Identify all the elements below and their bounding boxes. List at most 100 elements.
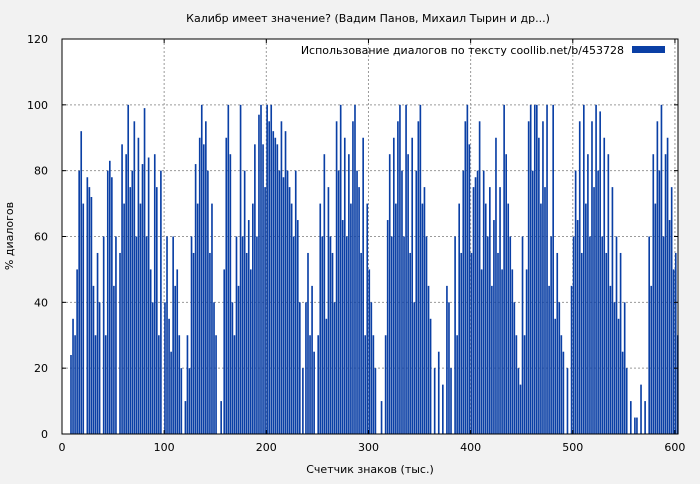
- bar: [345, 236, 348, 434]
- bar: [478, 121, 481, 435]
- bar: [533, 104, 536, 434]
- bar: [331, 252, 334, 434]
- bar: [574, 170, 577, 434]
- bar: [108, 160, 111, 434]
- bar: [609, 285, 612, 434]
- bar: [368, 269, 371, 434]
- bar: [147, 157, 150, 434]
- bar: [454, 236, 456, 434]
- y-tick-label: 60: [34, 231, 48, 244]
- bar: [497, 252, 499, 434]
- bar: [202, 144, 205, 435]
- bar: [380, 401, 383, 434]
- bar: [472, 187, 475, 434]
- bar: [299, 302, 301, 434]
- bar: [392, 137, 395, 434]
- bar: [544, 187, 546, 434]
- bar: [82, 203, 85, 434]
- bar: [127, 104, 130, 434]
- x-tick-label: 500: [562, 441, 583, 454]
- bar: [141, 164, 144, 435]
- bar: [115, 236, 117, 434]
- bar: [80, 131, 83, 434]
- bar: [523, 335, 526, 434]
- bar: [587, 154, 589, 435]
- bar: [580, 252, 583, 434]
- bar: [674, 252, 677, 434]
- bar: [538, 137, 540, 434]
- bar: [321, 236, 324, 434]
- bar: [648, 236, 651, 434]
- bar: [578, 121, 581, 435]
- bar: [515, 335, 518, 434]
- bar: [272, 131, 275, 434]
- bar: [370, 302, 373, 434]
- bar: [211, 203, 213, 434]
- bar: [601, 236, 604, 434]
- bar: [576, 220, 579, 434]
- y-ticks: 0 20 40 60 80 100 120: [27, 33, 678, 441]
- bar: [288, 187, 291, 434]
- bar: [634, 417, 636, 434]
- bar: [491, 285, 493, 434]
- bar: [599, 111, 601, 435]
- bar: [231, 302, 234, 434]
- bar: [284, 131, 287, 434]
- x-axis-label: Счетчик знаков (тыс.): [306, 463, 434, 476]
- bar: [337, 170, 340, 434]
- bar: [329, 236, 332, 434]
- bar: [198, 137, 201, 434]
- bar: [442, 384, 444, 434]
- bar: [158, 335, 160, 434]
- bar: [468, 144, 471, 435]
- bar: [249, 269, 252, 434]
- x-tick-label: 100: [154, 441, 175, 454]
- bar: [252, 203, 254, 434]
- bar: [160, 170, 162, 434]
- bar: [164, 302, 166, 434]
- bar: [390, 236, 393, 434]
- bar: [233, 335, 236, 434]
- bar: [319, 203, 322, 434]
- bar: [86, 177, 89, 434]
- bar: [121, 144, 123, 435]
- bar: [546, 104, 548, 434]
- bar: [348, 154, 350, 435]
- bar: [413, 302, 416, 434]
- bar: [229, 154, 232, 435]
- bar: [536, 104, 538, 434]
- bar: [186, 335, 189, 434]
- bar: [425, 236, 428, 434]
- bar: [168, 318, 170, 434]
- bar: [629, 401, 632, 434]
- bar: [621, 351, 624, 434]
- bar: [260, 104, 262, 434]
- bar: [548, 285, 550, 434]
- y-tick-label: 80: [34, 165, 48, 178]
- bar: [137, 137, 140, 434]
- x-ticks: 0 100 200 300 400 500 600: [59, 39, 685, 454]
- bar: [207, 170, 209, 434]
- bar: [243, 170, 246, 434]
- bar: [305, 302, 307, 434]
- bar: [123, 203, 125, 434]
- bar: [325, 318, 328, 434]
- bar: [668, 220, 671, 434]
- bar: [178, 335, 181, 434]
- bar: [245, 252, 248, 434]
- bar: [507, 203, 510, 434]
- bar: [421, 203, 424, 434]
- bar: [397, 121, 399, 435]
- bar: [403, 236, 405, 434]
- bar: [350, 203, 352, 434]
- bar: [556, 252, 559, 434]
- bar: [176, 269, 179, 434]
- bar: [650, 285, 653, 434]
- bar: [313, 351, 315, 434]
- bar: [470, 252, 473, 434]
- bar: [415, 170, 418, 434]
- bar: [503, 104, 505, 434]
- bar: [194, 164, 197, 435]
- bar: [254, 144, 256, 435]
- bar: [294, 170, 297, 434]
